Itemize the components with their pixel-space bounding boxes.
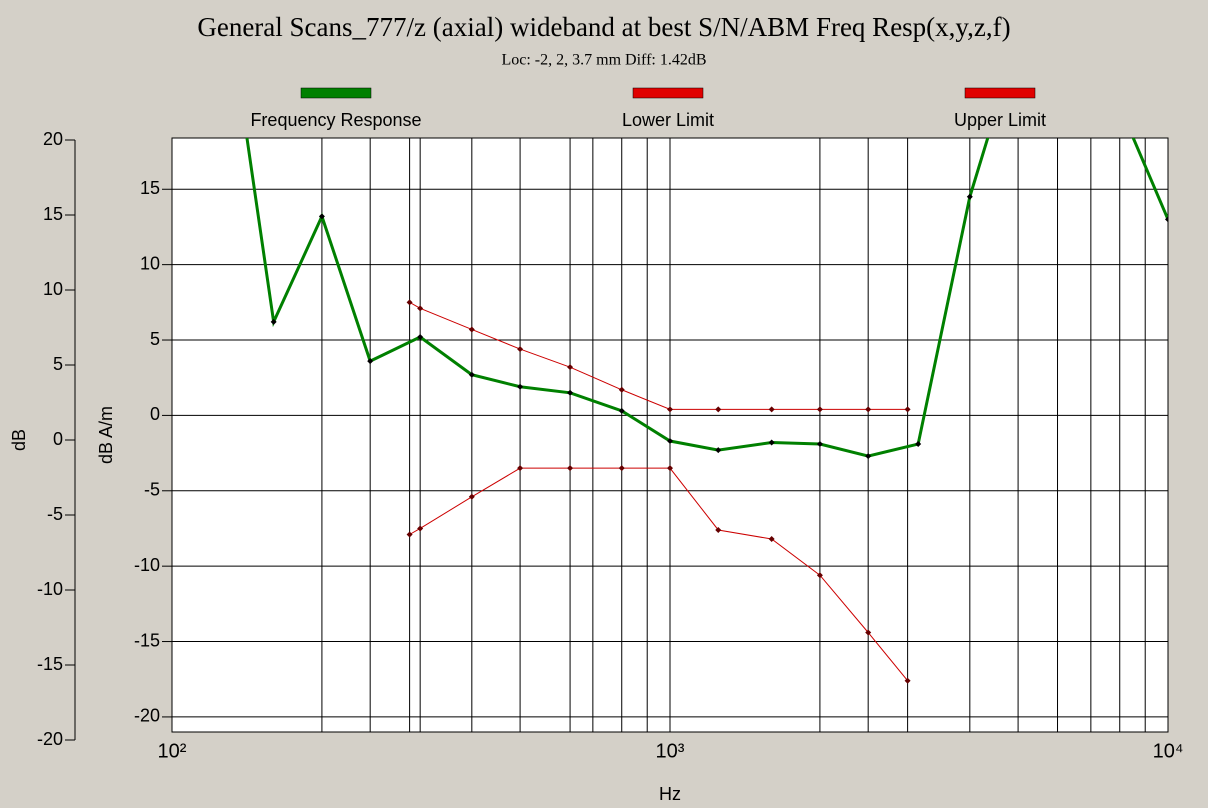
- y2-tick-label: -10: [37, 579, 63, 599]
- point-marker: [667, 438, 673, 445]
- point-marker: [904, 677, 911, 684]
- y2-tick-label: -15: [37, 654, 63, 674]
- y-tick-label: 5: [150, 329, 160, 349]
- y2-tick-label: 10: [43, 279, 63, 299]
- point-marker: [715, 406, 722, 413]
- point-marker: [618, 465, 625, 472]
- point-marker: [1165, 216, 1168, 223]
- point-marker: [367, 358, 374, 365]
- series-line: [245, 138, 1168, 458]
- legend-label: Frequency Response: [250, 110, 421, 130]
- point-marker: [517, 346, 524, 353]
- legend-label: Upper Limit: [954, 110, 1046, 130]
- point-marker: [816, 441, 823, 448]
- point-marker: [567, 389, 574, 396]
- point-marker: [904, 406, 911, 413]
- series-layer: [245, 138, 1168, 684]
- point-marker: [667, 465, 673, 472]
- y-tick-label: 10: [140, 253, 160, 273]
- y2-tick-label: 20: [43, 129, 63, 149]
- series-line: [409, 301, 908, 410]
- point-marker: [618, 407, 625, 414]
- point-marker: [417, 305, 424, 312]
- y-axis-label: dB A/m: [96, 406, 116, 464]
- y2-tick-label: 5: [53, 354, 63, 374]
- y-tick-label: 0: [150, 404, 160, 424]
- legend-swatch: [964, 87, 1036, 99]
- point-marker: [865, 453, 872, 460]
- point-marker: [915, 441, 922, 448]
- y-tick-label: -20: [134, 706, 160, 726]
- point-marker: [406, 299, 413, 306]
- point-marker: [417, 334, 424, 341]
- series-line: [409, 467, 908, 682]
- y-tick-label: -5: [144, 480, 160, 500]
- legend-swatch: [300, 87, 372, 99]
- point-marker: [618, 386, 625, 393]
- point-marker: [816, 572, 823, 579]
- plot-frame: [171, 137, 1169, 733]
- y2-tick-label: -20: [37, 729, 63, 749]
- point-marker: [517, 383, 524, 390]
- x-axis-label: Hz: [659, 784, 681, 804]
- chart-subtitle: Loc: -2, 2, 3.7 mm Diff: 1.42dB: [501, 52, 706, 69]
- point-marker: [468, 371, 475, 378]
- point-marker: [966, 193, 973, 200]
- chart-title: General Scans_777/z (axial) wideband at …: [197, 12, 1010, 42]
- point-marker: [468, 326, 475, 333]
- point-marker: [406, 531, 413, 538]
- legend-label: Lower Limit: [622, 110, 714, 130]
- point-marker: [517, 465, 524, 472]
- y2-tick-label: 0: [53, 429, 63, 449]
- point-marker: [417, 525, 424, 532]
- y-tick-label: -15: [134, 630, 160, 650]
- point-marker: [715, 447, 722, 454]
- y2-tick-label: -5: [47, 504, 63, 524]
- x-tick-label: 10²: [158, 740, 187, 762]
- x-tick-label: 10³: [656, 740, 685, 762]
- point-marker: [667, 406, 673, 413]
- point-marker: [567, 364, 574, 371]
- point-marker: [768, 536, 775, 543]
- point-marker: [865, 629, 872, 636]
- point-marker: [865, 406, 872, 413]
- point-marker: [768, 439, 775, 446]
- legend-swatch: [632, 87, 704, 99]
- point-marker: [567, 465, 574, 472]
- point-marker: [468, 493, 475, 500]
- point-marker: [768, 406, 775, 413]
- y2-tick-label: 15: [43, 204, 63, 224]
- point-marker: [816, 406, 823, 413]
- y-tick-label: 15: [140, 178, 160, 198]
- point-marker: [318, 213, 325, 220]
- point-marker: [270, 318, 277, 325]
- y-tick-label: -10: [134, 555, 160, 575]
- point-marker: [715, 526, 722, 533]
- y2-axis-label: dB: [9, 429, 29, 451]
- x-tick-label: 10⁴: [1153, 740, 1184, 762]
